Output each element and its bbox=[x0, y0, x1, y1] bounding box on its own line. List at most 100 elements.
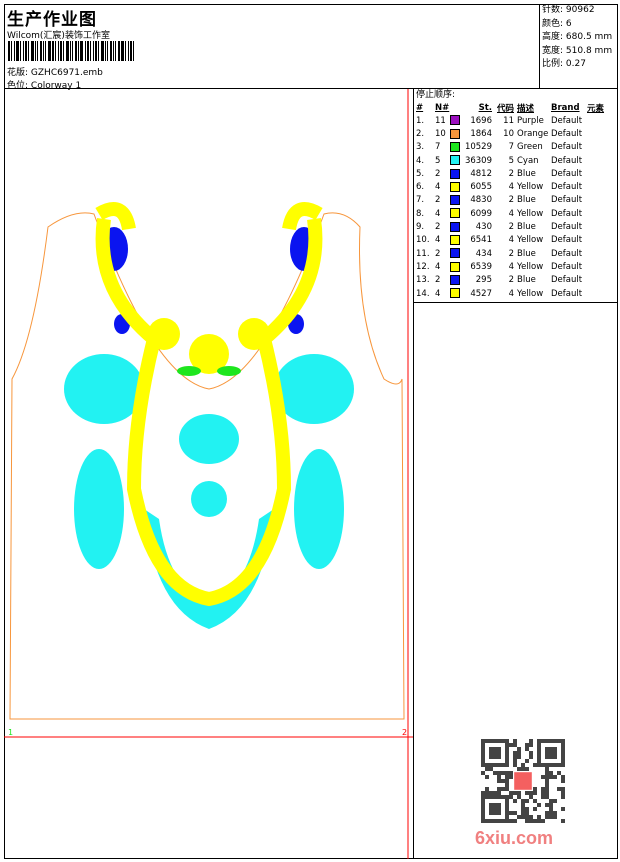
row-stitches: 4830 bbox=[470, 195, 492, 206]
row-index: 3. bbox=[416, 142, 425, 153]
stop-row: 2. 10 1864 10 Orange Default bbox=[416, 127, 611, 140]
colorway: 色位: Colorway 1 bbox=[7, 78, 81, 91]
row-code: 10 bbox=[503, 128, 514, 139]
stop-row: 12. 4 6539 4 Yellow Default bbox=[416, 260, 611, 273]
row-code: 2 bbox=[508, 195, 514, 206]
stop-sequence-table: # N# St. 代码 描述 Brand 元素 1. 11 1696 11 Pu… bbox=[416, 101, 611, 300]
design-value: GZHC6971.emb bbox=[30, 68, 103, 78]
stop-row: 1. 11 1696 11 Purple Default bbox=[416, 114, 611, 127]
stop-row: 10. 4 6541 4 Yellow Default bbox=[416, 234, 611, 247]
color-swatch bbox=[450, 154, 464, 167]
row-brand: Default bbox=[551, 142, 583, 153]
row-needle: 2 bbox=[435, 222, 441, 233]
row-brand: Default bbox=[551, 222, 583, 233]
design-file: 花版: GZHC6971.emb bbox=[7, 65, 103, 78]
info-width: 宽度: 510.8 mm bbox=[542, 45, 613, 56]
row-description: Yellow bbox=[517, 288, 544, 299]
row-description: Yellow bbox=[517, 182, 544, 193]
row-needle: 11 bbox=[435, 115, 446, 126]
color-swatch bbox=[450, 127, 464, 140]
color-swatch bbox=[450, 167, 464, 180]
colorway-value: Colorway 1 bbox=[30, 81, 82, 91]
design-info: 针数: 90962 颜色: 6 高度: 680.5 mm 宽度: 510.8 m… bbox=[539, 4, 618, 88]
color-swatch bbox=[450, 234, 464, 247]
row-index: 9. bbox=[416, 222, 425, 233]
row-code: 2 bbox=[508, 168, 514, 179]
row-index: 5. bbox=[416, 168, 425, 179]
col-code: 代码 bbox=[496, 103, 514, 114]
row-description: Yellow bbox=[517, 208, 544, 219]
col-swatch bbox=[450, 101, 464, 114]
row-index: 2. bbox=[416, 128, 425, 139]
stop-row: 7. 2 4830 2 Blue Default bbox=[416, 194, 611, 207]
row-description: Blue bbox=[517, 195, 536, 206]
row-needle: 4 bbox=[435, 288, 441, 299]
cyan-foliage bbox=[64, 354, 354, 629]
col-brand: Brand bbox=[551, 102, 580, 113]
info-stitches: 针数: 90962 bbox=[542, 5, 595, 15]
row-brand: Default bbox=[551, 261, 583, 272]
row-description: Green bbox=[517, 142, 543, 153]
row-description: Cyan bbox=[517, 155, 539, 166]
col-element: 元素 bbox=[587, 103, 605, 114]
row-description: Blue bbox=[517, 168, 536, 179]
row-index: 1. bbox=[416, 115, 425, 126]
color-swatch bbox=[450, 207, 464, 220]
row-brand: Default bbox=[551, 248, 583, 259]
stop-row: 3. 7 10529 7 Green Default bbox=[416, 141, 611, 154]
row-description: Orange bbox=[517, 128, 549, 139]
colorway-label: 色位: bbox=[7, 81, 29, 91]
stop-row: 9. 2 430 2 Blue Default bbox=[416, 220, 611, 233]
info-height: 高度: 680.5 mm bbox=[542, 32, 613, 42]
stop-row: 4. 5 36309 5 Cyan Default bbox=[416, 154, 611, 167]
color-swatch bbox=[450, 180, 464, 193]
info-colors: 颜色: 6 bbox=[542, 18, 572, 29]
row-code: 4 bbox=[508, 182, 514, 193]
stop-row: 5. 2 4812 2 Blue Default bbox=[416, 167, 611, 180]
panel-divider bbox=[413, 88, 414, 859]
color-swatch bbox=[450, 274, 464, 287]
row-code: 11 bbox=[503, 115, 514, 126]
col-index: # bbox=[416, 102, 424, 113]
col-stitches: St. bbox=[478, 102, 492, 113]
design-label: 花版: bbox=[7, 68, 29, 78]
row-needle: 7 bbox=[435, 142, 441, 153]
row-brand: Default bbox=[551, 195, 583, 206]
divider bbox=[4, 88, 618, 89]
col-needle: N# bbox=[435, 102, 450, 113]
row-index: 7. bbox=[416, 195, 425, 206]
color-swatch bbox=[450, 220, 464, 233]
row-stitches: 1864 bbox=[470, 128, 492, 139]
row-stitches: 6539 bbox=[470, 261, 492, 272]
info-scale: 比例: 0.27 bbox=[542, 59, 586, 69]
row-needle: 4 bbox=[435, 235, 441, 246]
row-needle: 2 bbox=[435, 168, 441, 179]
design-canvas: 1 2 bbox=[4, 89, 413, 859]
row-stitches: 430 bbox=[475, 222, 492, 233]
stop-sequence-panel: 停止顺序: # N# St. 代码 描述 Brand 元素 1. 11 1696… bbox=[414, 89, 618, 300]
stop-row: 14. 4 4527 4 Yellow Default bbox=[416, 287, 611, 300]
marker-left: 1 bbox=[8, 728, 13, 737]
row-code: 7 bbox=[508, 142, 514, 153]
row-stitches: 10529 bbox=[464, 142, 492, 153]
qr-code bbox=[481, 739, 565, 823]
row-brand: Default bbox=[551, 288, 583, 299]
watermark-logo: 6xiu.com bbox=[475, 828, 554, 848]
row-index: 4. bbox=[416, 155, 425, 166]
row-needle: 2 bbox=[435, 195, 441, 206]
marker-right: 2 bbox=[402, 728, 407, 737]
row-needle: 4 bbox=[435, 208, 441, 219]
row-needle: 2 bbox=[435, 275, 441, 286]
color-swatch bbox=[450, 194, 464, 207]
color-swatch bbox=[450, 287, 464, 300]
row-stitches: 6099 bbox=[470, 208, 492, 219]
color-swatch bbox=[450, 141, 464, 154]
row-code: 2 bbox=[508, 248, 514, 259]
row-stitches: 4527 bbox=[470, 288, 492, 299]
row-index: 8. bbox=[416, 208, 425, 219]
color-swatch bbox=[450, 260, 464, 273]
page-frame bbox=[4, 4, 618, 859]
col-description: 描述 bbox=[517, 103, 535, 114]
row-needle: 4 bbox=[435, 261, 441, 272]
row-index: 12. bbox=[416, 261, 430, 272]
